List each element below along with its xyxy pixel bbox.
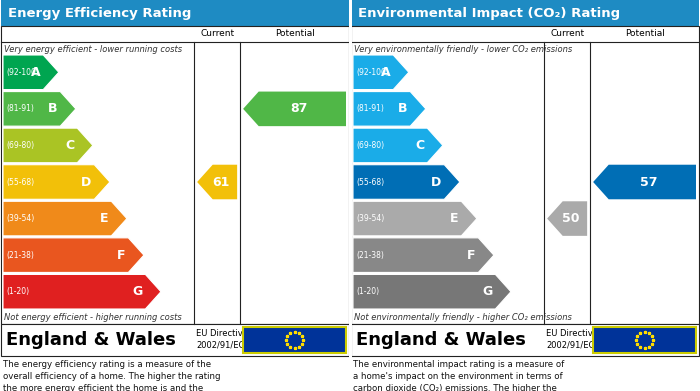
Text: B: B [48,102,57,115]
Text: The environmental impact rating is a measure of
a home's impact on the environme: The environmental impact rating is a mea… [353,360,565,391]
Text: Not environmentally friendly - higher CO₂ emissions: Not environmentally friendly - higher CO… [354,313,572,322]
Text: Current: Current [550,29,584,38]
Text: EU Directive
2002/91/EC: EU Directive 2002/91/EC [546,329,598,349]
Polygon shape [593,165,696,199]
Text: G: G [132,285,142,298]
Polygon shape [353,55,409,90]
Text: C: C [65,139,74,152]
Bar [593,327,696,353]
Text: Energy Efficiency Rating: Energy Efficiency Rating [8,7,191,20]
Text: 61: 61 [212,176,230,188]
Polygon shape [197,165,237,199]
Text: F: F [117,249,125,262]
Polygon shape [3,165,110,199]
Text: Very energy efficient - lower running costs: Very energy efficient - lower running co… [4,45,182,54]
Bar [1,0,349,26]
Polygon shape [353,274,511,309]
Polygon shape [3,274,161,309]
Text: (39-54): (39-54) [356,214,384,223]
Text: England & Wales: England & Wales [356,331,526,349]
Polygon shape [3,201,127,236]
Text: E: E [450,212,459,225]
Text: (69-80): (69-80) [356,141,384,150]
Polygon shape [243,91,346,126]
Polygon shape [353,128,443,163]
Text: G: G [482,285,492,298]
Text: A: A [31,66,40,79]
Polygon shape [547,201,587,236]
Text: F: F [467,249,475,262]
Bar [351,324,699,356]
Polygon shape [3,55,59,90]
Polygon shape [353,91,426,126]
Text: (21-38): (21-38) [356,251,384,260]
Text: 57: 57 [640,176,657,188]
Text: England & Wales: England & Wales [6,331,176,349]
Text: (92-100): (92-100) [356,68,389,77]
Text: Current: Current [200,29,235,38]
Text: (81-91): (81-91) [356,104,384,113]
Text: (55-68): (55-68) [356,178,384,187]
Text: D: D [431,176,441,188]
Polygon shape [3,128,93,163]
Text: E: E [100,212,108,225]
Bar [1,324,349,356]
Text: Not energy efficient - higher running costs: Not energy efficient - higher running co… [4,313,182,322]
Text: (92-100): (92-100) [6,68,39,77]
Text: Potential: Potential [274,29,314,38]
Polygon shape [3,91,76,126]
Text: (39-54): (39-54) [6,214,34,223]
Text: C: C [415,139,424,152]
Text: EU Directive
2002/91/EC: EU Directive 2002/91/EC [196,329,248,349]
Text: D: D [81,176,91,188]
Polygon shape [353,238,494,273]
Polygon shape [353,201,477,236]
Text: Environmental Impact (CO₂) Rating: Environmental Impact (CO₂) Rating [358,7,620,20]
Bar [351,26,699,324]
Bar [1,26,349,324]
Bar [243,327,346,353]
Text: (21-38): (21-38) [6,251,34,260]
Text: (69-80): (69-80) [6,141,34,150]
Text: (1-20): (1-20) [356,287,379,296]
Polygon shape [353,165,460,199]
Text: B: B [398,102,407,115]
Bar [351,0,699,26]
Text: Very environmentally friendly - lower CO₂ emissions: Very environmentally friendly - lower CO… [354,45,573,54]
Text: Potential: Potential [624,29,664,38]
Text: 50: 50 [562,212,580,225]
Text: The energy efficiency rating is a measure of the
overall efficiency of a home. T: The energy efficiency rating is a measur… [3,360,220,391]
Text: 87: 87 [290,102,307,115]
Text: A: A [381,66,390,79]
Text: (1-20): (1-20) [6,287,29,296]
Text: (55-68): (55-68) [6,178,34,187]
Text: (81-91): (81-91) [6,104,34,113]
Bar [349,0,352,391]
Polygon shape [3,238,144,273]
